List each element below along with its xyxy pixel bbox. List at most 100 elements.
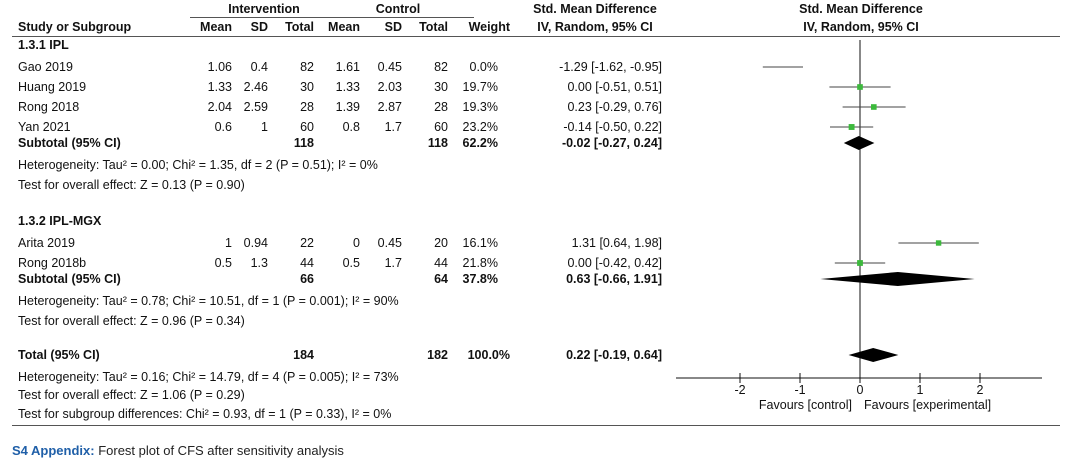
x-tick-label: 0 — [857, 383, 864, 397]
x-tick-label: 2 — [977, 383, 984, 397]
total-c: 44 — [434, 256, 448, 270]
sd-i: 0.94 — [243, 236, 268, 250]
favours-experimental-label: Favours [experimental] — [864, 398, 991, 412]
sd-c: 0.45 — [377, 236, 402, 250]
figure-caption: S4 Appendix: Forest plot of CFS after se… — [12, 443, 344, 458]
weight: 21.8% — [462, 256, 498, 270]
sd-c: 2.87 — [377, 100, 402, 114]
study-name: Rong 2018b — [18, 256, 87, 270]
header-intervention: Intervention — [228, 2, 300, 16]
x-tick-label: -2 — [734, 383, 745, 397]
mean-c: 0.8 — [342, 120, 360, 134]
pooled-diamond — [848, 348, 899, 362]
group-title: 1.3.1 IPL — [18, 38, 69, 52]
mean-i: 0.5 — [214, 256, 232, 270]
study-name: Huang 2019 — [18, 80, 87, 94]
header-weight: Weight — [468, 20, 510, 34]
sd-c: 1.7 — [384, 256, 402, 270]
header-study: Study or Subgroup — [18, 20, 132, 34]
weight: 19.3% — [462, 100, 498, 114]
subtotal-weight: 37.8% — [462, 272, 498, 286]
ci-text: 0.23 [-0.29, 0.76] — [567, 100, 662, 114]
header-mean-c: Mean — [328, 20, 360, 34]
subtotal-weight: 62.2% — [462, 136, 498, 150]
header-total-c: Total — [419, 20, 448, 34]
total-c: 82 — [434, 60, 448, 74]
weight: 23.2% — [462, 120, 498, 134]
mean-c: 1.61 — [335, 60, 360, 74]
ci-text: -0.14 [-0.50, 0.22] — [563, 120, 662, 134]
ci-text: -1.29 [-1.62, -0.95] — [559, 60, 662, 74]
sd-i: 2.59 — [243, 100, 268, 114]
study-name: Gao 2019 — [18, 60, 73, 74]
ci-text: 0.00 [-0.42, 0.42] — [567, 256, 662, 270]
study-square — [935, 240, 942, 246]
weight: 0.0% — [469, 60, 499, 74]
total-weight: 100.0% — [467, 348, 510, 362]
study-square — [848, 124, 855, 130]
overall-effect-text: Test for overall effect: Z = 0.96 (P = 0… — [18, 314, 245, 328]
sd-i: 0.4 — [250, 60, 268, 74]
total-c: 20 — [434, 236, 448, 250]
header-smd-plot: Std. Mean Difference — [799, 2, 923, 16]
subtotal-label: Subtotal (95% CI) — [18, 136, 121, 150]
sd-c: 0.45 — [377, 60, 402, 74]
caption-text: Forest plot of CFS after sensitivity ana… — [94, 443, 344, 458]
header-smd: Std. Mean Difference — [533, 2, 657, 16]
total-total-c: 182 — [427, 348, 448, 362]
bottom-rule — [12, 425, 1060, 426]
mean-i: 2.04 — [207, 100, 232, 114]
mean-i: 1.33 — [207, 80, 232, 94]
total-i: 30 — [300, 80, 314, 94]
mean-i: 0.6 — [214, 120, 232, 134]
header-sd-c: SD — [384, 20, 402, 34]
header-ci-plot: IV, Random, 95% CI — [803, 20, 919, 34]
mean-c: 0.5 — [342, 256, 360, 270]
weight: 19.7% — [462, 80, 498, 94]
intervention-underline — [190, 17, 340, 18]
study-name: Arita 2019 — [18, 236, 75, 250]
subtotal-total-i: 118 — [293, 136, 314, 150]
sd-i: 1.3 — [250, 256, 268, 270]
group-title: 1.3.2 IPL-MGX — [18, 214, 102, 228]
header-ci: IV, Random, 95% CI — [537, 20, 653, 34]
x-tick-label: 1 — [917, 383, 924, 397]
caption-label: S4 Appendix: — [12, 443, 95, 458]
total-i: 28 — [300, 100, 314, 114]
total-label: Total (95% CI) — [18, 348, 100, 362]
subtotal-label: Subtotal (95% CI) — [18, 272, 121, 286]
study-name: Yan 2021 — [18, 120, 71, 134]
study-square — [870, 104, 877, 110]
weight: 16.1% — [462, 236, 498, 250]
subtotal-total-c: 118 — [427, 136, 448, 150]
header-total-i: Total — [285, 20, 314, 34]
total-total-i: 184 — [293, 348, 314, 362]
pooled-diamond — [820, 272, 975, 286]
total-c: 60 — [434, 120, 448, 134]
subtotal-total-i: 66 — [300, 272, 314, 286]
total-c: 28 — [434, 100, 448, 114]
total-i: 82 — [300, 60, 314, 74]
study-square — [857, 84, 863, 90]
total-i: 44 — [300, 256, 314, 270]
x-tick-label: -1 — [794, 383, 805, 397]
mean-c: 1.33 — [335, 80, 360, 94]
mean-c: 0 — [353, 236, 360, 250]
overall-effect-text: Test for overall effect: Z = 0.13 (P = 0… — [18, 178, 245, 192]
subgroup-differences-text: Test for subgroup differences: Chi² = 0.… — [18, 407, 392, 421]
mean-i: 1.06 — [207, 60, 232, 74]
total-i: 22 — [300, 236, 314, 250]
heterogeneity-text: Heterogeneity: Tau² = 0.78; Chi² = 10.51… — [18, 294, 399, 308]
ci-text: 1.31 [0.64, 1.98] — [571, 236, 662, 250]
control-underline — [322, 17, 474, 18]
study-square — [857, 260, 863, 266]
subtotal-ci: -0.02 [-0.27, 0.24] — [561, 136, 662, 150]
study-name: Rong 2018 — [18, 100, 80, 114]
total-heterogeneity-text: Heterogeneity: Tau² = 0.16; Chi² = 14.79… — [18, 370, 399, 384]
sd-i: 1 — [261, 120, 268, 134]
subtotal-total-c: 64 — [434, 272, 448, 286]
total-c: 30 — [434, 80, 448, 94]
pooled-diamond — [843, 136, 875, 150]
header-control: Control — [375, 2, 421, 16]
